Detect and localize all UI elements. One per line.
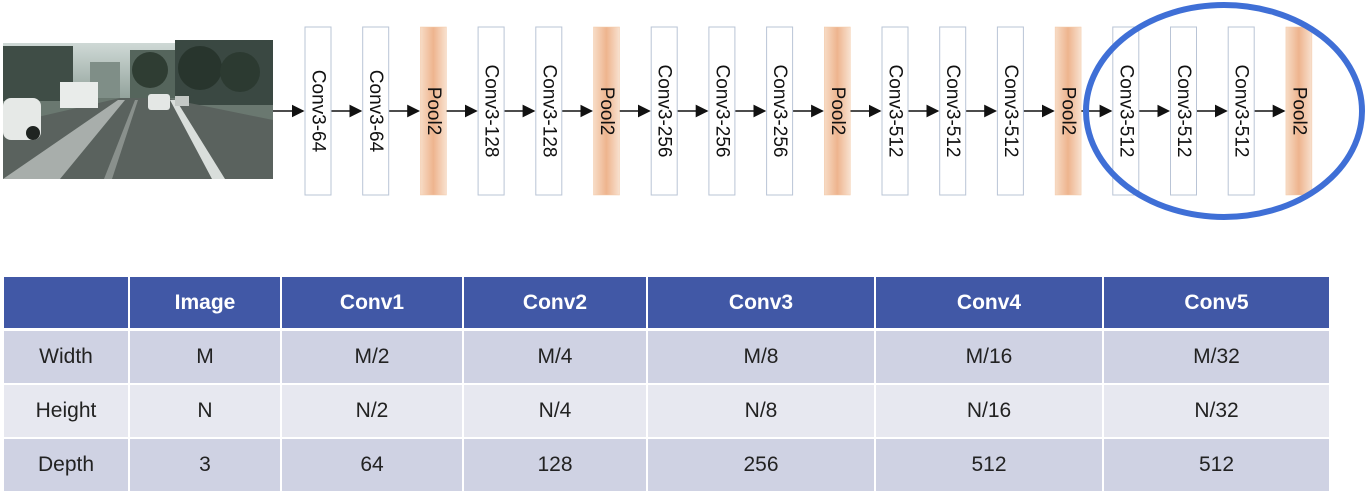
layer-label: Conv3-512: [885, 65, 906, 158]
table-cell: M: [129, 329, 282, 385]
table-cell: N/8: [647, 384, 876, 439]
conv-layer-box: Conv3-512: [1227, 26, 1255, 196]
header-corner: [4, 277, 130, 331]
layer-label: Conv3-512: [1000, 65, 1021, 158]
layer-label: Pool2: [827, 87, 848, 136]
table-row-width: Width M M/2 M/4 M/8 M/16 M/32: [4, 329, 1329, 385]
conv-layer-box: Conv3-512: [939, 26, 967, 196]
layer-label: Pool2: [596, 87, 617, 136]
layer-stack: Conv3-64 Conv3-64 Pool2 Conv3-128 Conv3-128 P…: [304, 26, 1313, 196]
layer-label: Conv3-512: [942, 65, 963, 158]
conv-layer-box: Conv3-512: [1170, 26, 1197, 196]
row-label: Width: [4, 329, 130, 385]
table-row-depth: Depth 3 64 128 256 512 512: [4, 438, 1329, 493]
header-conv4: Conv4: [875, 277, 1104, 331]
layer-label: Conv3-512: [1173, 65, 1194, 158]
layer-label: Conv3-256: [769, 65, 790, 158]
table-cell: N/16: [875, 384, 1104, 439]
table-cell: 512: [1103, 438, 1329, 493]
table-cell: M/8: [647, 329, 876, 385]
table-cell: 256: [647, 438, 876, 493]
table-cell: 128: [463, 438, 648, 493]
dimensions-table: Image Conv1 Conv2 Conv3 Conv4 Conv5 Widt…: [4, 277, 1329, 493]
table-cell: 3: [129, 438, 282, 493]
layer-label: Conv3-128: [538, 65, 559, 158]
input-street-image: [3, 40, 273, 179]
table-cell: M/16: [875, 329, 1104, 385]
row-label: Height: [4, 384, 130, 439]
pool-layer-box: Pool2: [420, 26, 447, 196]
header-conv5: Conv5: [1103, 277, 1329, 331]
layer-label: Conv3-512: [1115, 65, 1136, 158]
table-cell: M/32: [1103, 329, 1329, 385]
layer-label: Conv3-64: [308, 70, 329, 153]
table-cell: N/4: [463, 384, 648, 439]
layer-label: Conv3-128: [481, 65, 502, 158]
header-conv2: Conv2: [463, 277, 648, 331]
table-cell: 512: [875, 438, 1104, 493]
conv-layer-box: Conv3-512: [1112, 26, 1140, 196]
conv-layer-box: Conv3-64: [362, 26, 390, 196]
table-row-height: Height N N/2 N/4 N/8 N/16 N/32: [4, 384, 1329, 439]
conv-layer-box: Conv3-512: [996, 26, 1024, 196]
table-cell: 64: [281, 438, 464, 493]
highlight-ellipse: [1083, 2, 1365, 220]
layer-label: Conv3-256: [654, 65, 675, 158]
conv-layer-box: Conv3-256: [766, 26, 794, 196]
pool-layer-box: Pool2: [1285, 26, 1313, 196]
table-cell: N: [129, 384, 282, 439]
pool-layer-box: Pool2: [593, 26, 620, 196]
table-cell: N/2: [281, 384, 464, 439]
header-conv1: Conv1: [281, 277, 464, 331]
table-cell: N/32: [1103, 384, 1329, 439]
layer-label: Pool2: [1058, 87, 1079, 136]
layer-label: Conv3-64: [365, 70, 386, 153]
header-conv3: Conv3: [647, 277, 876, 331]
table-header-row: Image Conv1 Conv2 Conv3 Conv4 Conv5: [4, 277, 1329, 331]
conv-layer-box: Conv3-64: [304, 26, 332, 196]
table-cell: M/2: [281, 329, 464, 385]
layer-label: Pool2: [423, 87, 444, 136]
vgg-architecture-diagram: Conv3-64 Conv3-64 Pool2 Conv3-128 Conv3-128 P…: [3, 2, 1365, 220]
pool-layer-box: Pool2: [824, 26, 851, 196]
conv-layer-box: Conv3-128: [535, 26, 563, 196]
conv-layer-box: Conv3-512: [881, 26, 909, 196]
conv-layer-box: Conv3-256: [650, 26, 678, 196]
conv-layer-box: Conv3-128: [477, 26, 505, 196]
conv-layer-box: Conv3-256: [708, 26, 736, 196]
layer-label: Conv3-256: [711, 65, 732, 158]
pool-layer-box: Pool2: [1054, 26, 1082, 196]
header-image: Image: [129, 277, 282, 331]
layer-label: Pool2: [1288, 87, 1309, 136]
layer-label: Conv3-512: [1231, 65, 1252, 158]
table-cell: M/4: [463, 329, 648, 385]
row-label: Depth: [4, 438, 130, 493]
